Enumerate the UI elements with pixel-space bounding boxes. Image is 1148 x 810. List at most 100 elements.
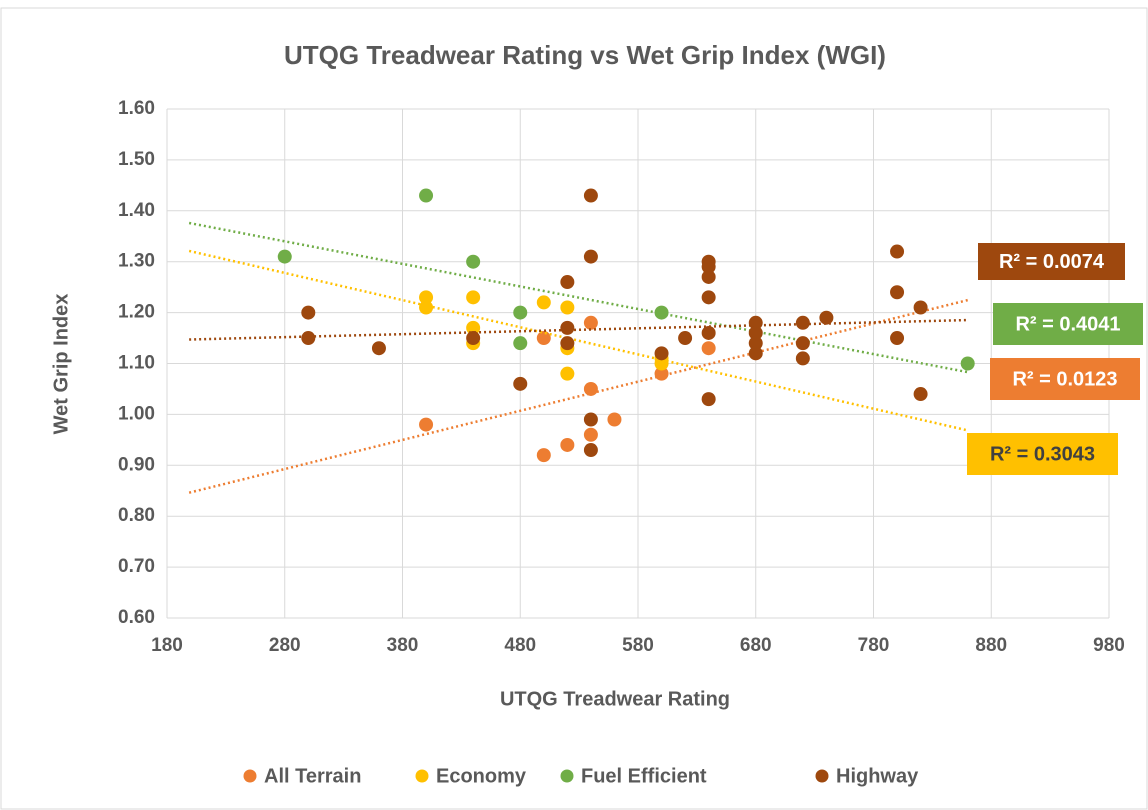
point (466, 290, 481, 305)
x-tick-label: 480 (504, 635, 536, 656)
x-tick-label: 980 (1093, 635, 1125, 656)
point (960, 356, 975, 371)
x-tick-label: 580 (622, 635, 654, 656)
r2-box (978, 243, 1125, 280)
y-tick-label: 0.60 (118, 607, 155, 628)
x-tick-label: 680 (740, 635, 772, 656)
point (513, 376, 528, 391)
y-tick-label: 1.50 (118, 149, 155, 170)
point (819, 310, 834, 325)
point (795, 351, 810, 366)
x-tick-label: 780 (858, 635, 890, 656)
r2-box (993, 303, 1143, 345)
point (607, 412, 622, 427)
y-tick-label: 0.90 (118, 454, 155, 475)
point (560, 437, 575, 452)
point (560, 336, 575, 351)
point (654, 346, 669, 361)
point (419, 188, 434, 203)
x-tick-label: 380 (387, 635, 419, 656)
point (654, 366, 669, 381)
x-axis-title: UTQG Treadwear Rating (500, 688, 730, 710)
r2-box (967, 433, 1118, 475)
point (536, 331, 551, 346)
point (701, 325, 716, 340)
point (560, 275, 575, 290)
y-tick-label: 1.30 (118, 251, 155, 272)
point (583, 381, 598, 396)
point (371, 341, 386, 356)
point (748, 336, 763, 351)
point (583, 443, 598, 458)
point (748, 315, 763, 330)
r2-label: R² = 0.3043 (990, 443, 1095, 465)
point (913, 300, 928, 315)
y-tick-label: 1.20 (118, 302, 155, 323)
point (277, 249, 292, 264)
point (654, 356, 669, 371)
r2-label: R² = 0.4041 (1015, 313, 1120, 335)
legend-label: Economy (436, 765, 527, 787)
legend-label: Fuel Efficient (581, 765, 707, 787)
point (301, 305, 316, 320)
r2-label: R² = 0.0074 (999, 251, 1105, 273)
r2-label: R² = 0.0123 (1012, 368, 1117, 390)
y-tick-label: 1.40 (118, 200, 155, 221)
x-tick-label: 280 (269, 635, 301, 656)
x-tick-label: 880 (975, 635, 1007, 656)
point (701, 341, 716, 356)
point (466, 254, 481, 269)
legend-marker (415, 769, 429, 783)
point (890, 285, 905, 300)
trendline (188, 249, 968, 432)
point (748, 346, 763, 361)
chart-title: UTQG Treadwear Rating vs Wet Grip Index … (284, 40, 886, 70)
point (560, 320, 575, 335)
point (583, 249, 598, 264)
point (560, 300, 575, 315)
point (301, 331, 316, 346)
point (890, 244, 905, 259)
point (513, 336, 528, 351)
point (678, 331, 693, 346)
point (795, 315, 810, 330)
y-tick-label: 0.70 (118, 556, 155, 577)
chart-border (0, 7, 1148, 810)
y-tick-label: 0.80 (118, 505, 155, 526)
point (419, 417, 434, 432)
legend-label: Highway (836, 765, 919, 787)
point (701, 290, 716, 305)
point (890, 331, 905, 346)
point (913, 387, 928, 402)
point (560, 366, 575, 381)
point (466, 331, 481, 346)
point (701, 269, 716, 284)
point (583, 188, 598, 203)
point (583, 412, 598, 427)
point (513, 305, 528, 320)
r2-box (990, 358, 1140, 400)
point (701, 259, 716, 274)
point (536, 295, 551, 310)
legend-marker (560, 769, 574, 783)
point (654, 305, 669, 320)
point (583, 427, 598, 442)
point (419, 290, 434, 305)
x-tick-label: 180 (151, 635, 183, 656)
point (419, 300, 434, 315)
trendline (188, 298, 969, 494)
legend-marker (243, 769, 257, 783)
point (583, 315, 598, 330)
y-tick-label: 1.10 (118, 353, 155, 374)
y-tick-label: 1.00 (118, 403, 155, 424)
legend-label: All Terrain (264, 765, 361, 787)
y-axis-title: Wet Grip Index (50, 294, 72, 435)
trendline (188, 221, 968, 374)
point (748, 325, 763, 340)
point (536, 448, 551, 463)
y-tick-label: 1.60 (118, 98, 155, 119)
point (795, 336, 810, 351)
legend-marker (815, 769, 829, 783)
point (701, 392, 716, 407)
